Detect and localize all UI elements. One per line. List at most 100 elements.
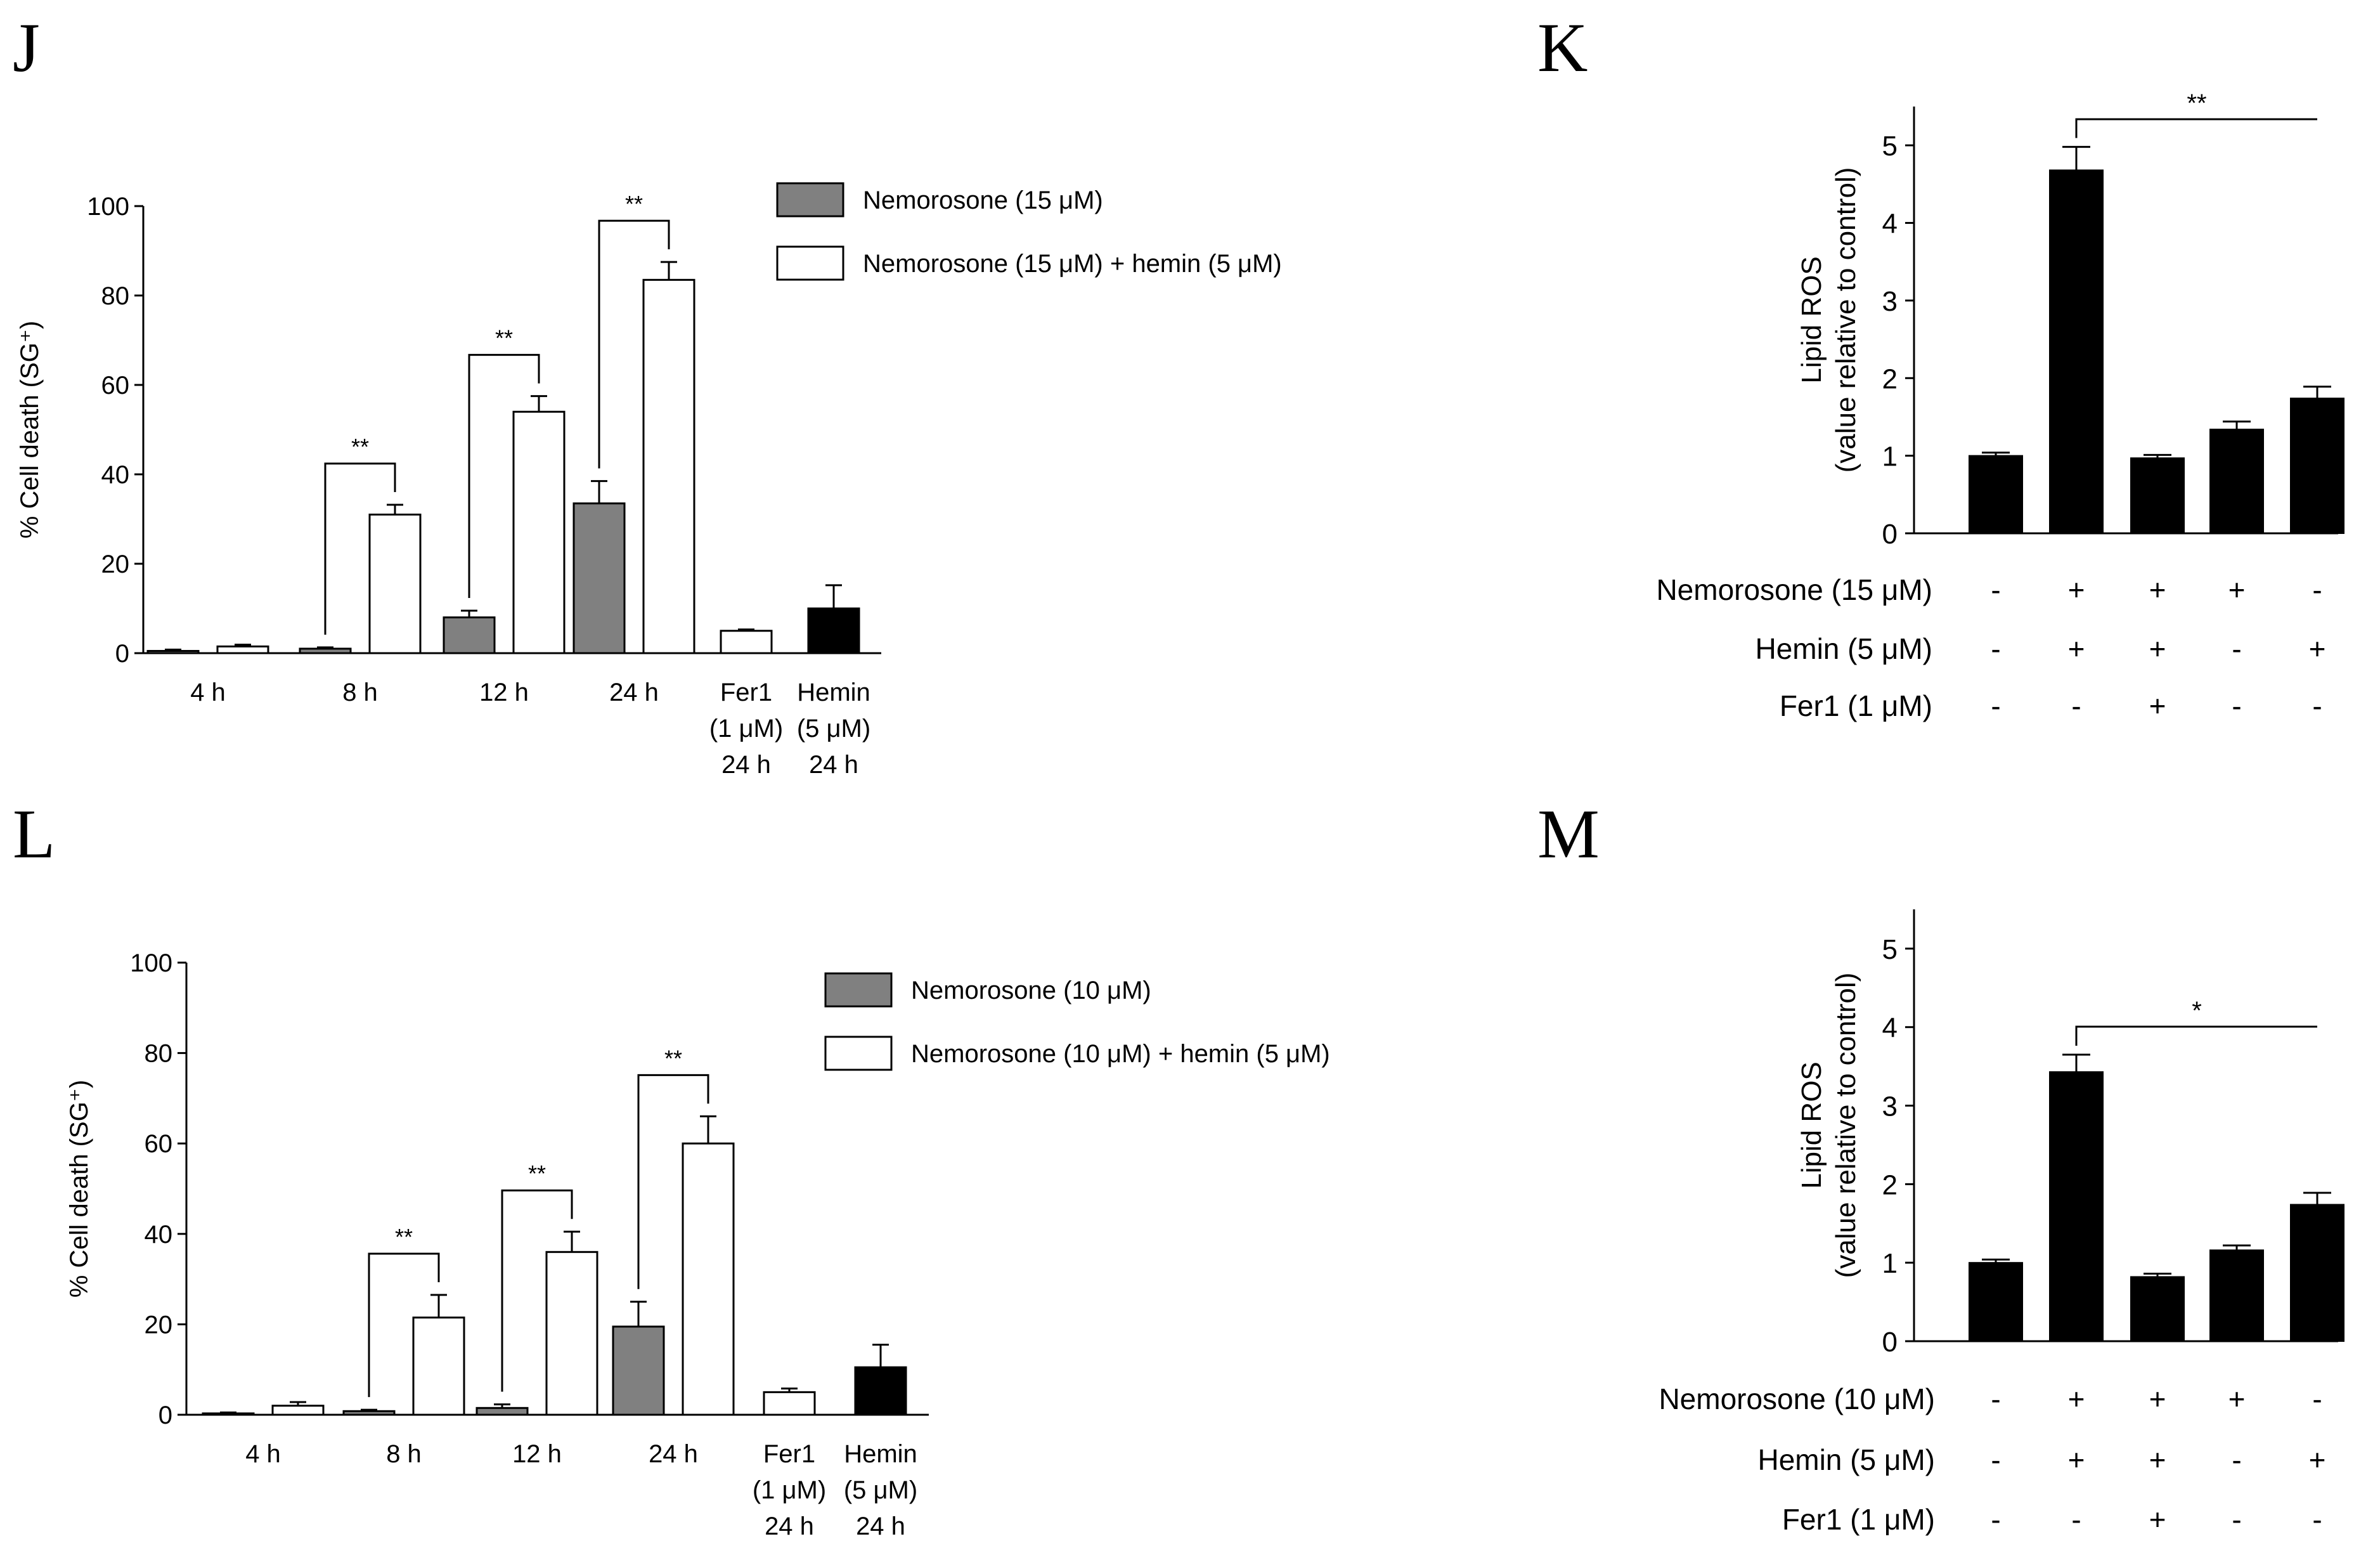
y-tick-label: 100: [130, 949, 172, 977]
condition-sign: +: [2149, 573, 2166, 606]
condition-sign: +: [2068, 573, 2085, 606]
condition-label: Fer1 (1 μM): [1782, 1503, 1935, 1536]
bar: [682, 1142, 735, 1416]
x-tick-label: (1 μM): [753, 1476, 826, 1504]
condition-sign: +: [2068, 1443, 2085, 1476]
bar: [642, 278, 695, 654]
condition-sign: -: [2312, 1503, 2322, 1536]
bar: [807, 608, 860, 654]
condition-sign: +: [2149, 689, 2166, 722]
y-tick-label: 60: [101, 372, 130, 400]
x-tick-label: 12 h: [479, 679, 529, 706]
y-tick-label: 3: [1882, 1091, 1898, 1122]
y-tick-label: 0: [1882, 519, 1898, 550]
bar: [271, 1405, 325, 1416]
significance-bracket: [2075, 118, 2317, 138]
condition-sign: +: [2228, 1382, 2246, 1415]
x-tick-label: 24 h: [809, 751, 858, 779]
significance-bracket: [324, 462, 396, 635]
y-axis-label: % Cell death (SG⁺): [16, 321, 44, 538]
x-tick-label: (5 μM): [797, 715, 870, 743]
condition-sign: +: [2309, 1443, 2326, 1476]
x-tick-label: 24 h: [765, 1512, 814, 1540]
y-tick-label: 4: [1882, 1013, 1898, 1044]
y-tick-label: 80: [145, 1040, 173, 1068]
bar: [720, 630, 773, 654]
condition-sign: -: [2312, 573, 2322, 606]
y-tick-label: 0: [1882, 1327, 1898, 1358]
y-tick-label: 20: [101, 550, 130, 578]
bar: [512, 410, 566, 654]
condition-sign: -: [2071, 689, 2081, 722]
condition-label: Nemorosone (15 μM): [1656, 573, 1932, 606]
condition-sign: +: [2309, 632, 2326, 665]
bar: [146, 649, 200, 654]
panel-letter-l: L: [13, 795, 55, 873]
bar: [545, 1251, 598, 1416]
condition-sign: -: [1991, 573, 2000, 606]
condition-sign: +: [2068, 1382, 2085, 1415]
bar: [202, 1412, 255, 1416]
bar: [299, 647, 352, 654]
legend-label: Nemorosone (15 μM): [863, 186, 1103, 214]
y-tick-label: 3: [1882, 286, 1898, 317]
y-tick-label: 40: [101, 461, 130, 489]
y-axis-label: Lipid ROS: [1796, 1062, 1827, 1189]
bar: [443, 616, 496, 654]
condition-label: Hemin (5 μM): [1755, 632, 1932, 665]
y-tick-label: 2: [1882, 1169, 1898, 1200]
significance-label: *: [2192, 997, 2202, 1025]
significance-bracket: [368, 1252, 440, 1398]
bar: [2209, 429, 2264, 534]
condition-label: Hemin (5 μM): [1757, 1443, 1935, 1476]
y-tick-label: 1: [1882, 1248, 1898, 1279]
x-tick-label: Fer1: [763, 1440, 815, 1468]
y-tick-label: 5: [1882, 131, 1898, 162]
chart-j-cell-death: 0 20 40 60 80 100 % Cell death (SG⁺) 4 h 8 h ** 12…: [16, 182, 1282, 779]
significance-bracket: [2075, 1025, 2317, 1046]
condition-sign: -: [1991, 689, 2000, 722]
bar: [412, 1316, 465, 1416]
y-tick-label: 0: [158, 1401, 172, 1429]
bar: [475, 1407, 529, 1416]
significance-label: **: [528, 1160, 546, 1186]
condition-sign: -: [1991, 1443, 2000, 1476]
x-tick-label: 24 h: [649, 1440, 698, 1468]
condition-label: Fer1 (1 μM): [1780, 689, 1932, 722]
x-tick-label: 24 h: [609, 679, 659, 706]
bar: [2130, 1276, 2185, 1342]
y-tick-label: 0: [115, 640, 129, 668]
legend-swatch: [776, 245, 844, 281]
chart-m-lipid-ros: 0 1 2 3 4 5 Lipid ROS (value relative to contro…: [1659, 909, 2344, 1536]
significance-bracket: [468, 354, 540, 599]
bar: [854, 1366, 907, 1416]
condition-sign: -: [1991, 632, 2000, 665]
significance-bracket: [501, 1189, 573, 1392]
y-tick-label: 40: [145, 1221, 173, 1249]
panel-letter-k: K: [1537, 9, 1588, 86]
legend-label: Nemorosone (10 μM): [911, 977, 1151, 1004]
significance-label: **: [625, 191, 643, 217]
x-tick-label: 24 h: [856, 1512, 905, 1540]
x-tick-label: 24 h: [721, 751, 771, 779]
y-tick-label: 80: [101, 282, 130, 310]
bar: [2209, 1249, 2264, 1342]
y-axis-label: Lipid ROS: [1796, 256, 1827, 384]
bar: [1969, 455, 2023, 534]
bar: [2290, 398, 2344, 534]
condition-sign: +: [2149, 1382, 2166, 1415]
x-tick-label: 8 h: [386, 1440, 422, 1468]
x-tick-label: 4 h: [245, 1440, 281, 1468]
y-axis-label: (value relative to control): [1830, 973, 1861, 1278]
legend-label: Nemorosone (15 μM) + hemin (5 μM): [863, 250, 1282, 278]
chart-k-lipid-ros: 0 1 2 3 4 5 Lipid ROS (value relative to contro…: [1656, 89, 2344, 722]
legend-swatch: [776, 182, 844, 218]
x-tick-label: 12 h: [512, 1440, 562, 1468]
condition-sign: -: [2232, 1443, 2241, 1476]
y-tick-label: 20: [145, 1311, 173, 1339]
bar: [368, 513, 422, 654]
y-tick-label: 2: [1882, 363, 1898, 394]
x-tick-label: Hemin: [797, 679, 870, 706]
significance-bracket: [598, 219, 670, 469]
y-tick-label: 1: [1882, 441, 1898, 472]
